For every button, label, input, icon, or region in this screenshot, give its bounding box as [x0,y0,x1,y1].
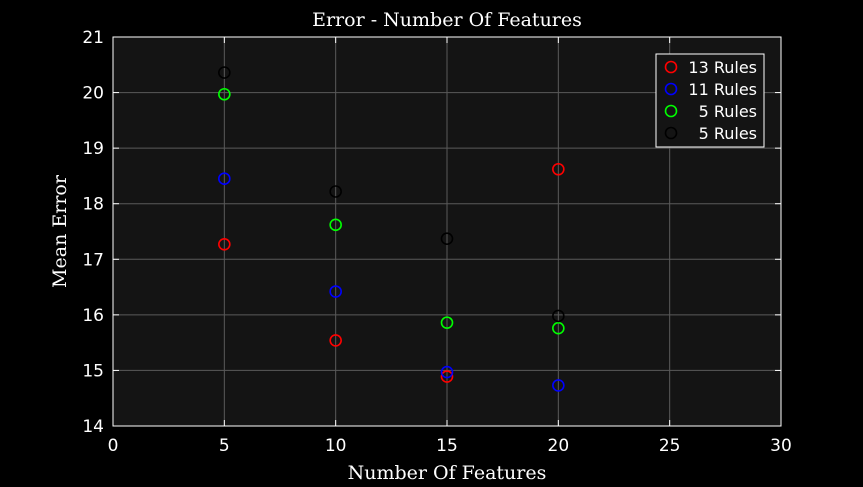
y-tick-label: 18 [82,195,104,215]
data-point-series-3 [440,232,454,246]
y-tick-label: 17 [82,250,104,270]
legend-marker [664,126,678,140]
legend-marker [664,104,678,118]
x-tick-label: 30 [770,436,792,456]
data-point-series-1 [329,285,342,298]
data-point-series-0 [329,334,342,347]
legend-box [655,53,765,148]
legend: 13 Rules 11 Rules 5 Rules 5 Rules [655,53,765,148]
y-axis: 14 15 16 17 18 19 20 21 [82,28,781,437]
legend-marker [664,60,678,74]
legend-label: 5 Rules [699,124,757,143]
data-points [218,66,565,392]
data-point-series-2 [218,87,231,101]
y-tick-label: 14 [82,417,104,437]
data-point-series-1 [218,172,231,186]
legend-marker [664,82,678,96]
x-tick-label: 0 [108,436,119,456]
x-tick-label: 25 [659,436,681,456]
x-axis: 0 5 10 15 20 25 30 [108,37,792,456]
x-tick-label: 15 [436,436,458,456]
y-tick-label: 20 [82,84,104,104]
data-point-series-2 [552,321,565,335]
y-tick-label: 16 [82,306,104,326]
data-point-series-3 [329,185,342,198]
data-point-series-0 [440,370,454,383]
y-tick-label: 19 [82,139,104,159]
x-tick-label: 10 [325,436,347,456]
data-point-series-0 [218,237,231,251]
data-point-series-1 [440,365,454,379]
x-tick-label: 5 [219,436,230,456]
chart-title: Error - Number Of Features [312,9,582,31]
data-point-series-1 [552,379,565,392]
data-point-series-3 [552,309,565,323]
data-point-series-2 [440,316,454,329]
y-tick-label: 15 [82,361,104,381]
legend-label: 11 Rules [688,80,757,99]
y-tick-label: 21 [82,28,104,48]
x-axis-label: Number Of Features [348,462,547,484]
data-point-series-0 [552,162,565,176]
legend-label: 5 Rules [699,102,757,121]
y-axis-label: Mean Error [49,174,71,288]
data-point-series-3 [218,66,231,79]
x-tick-label: 20 [548,436,570,456]
data-point-series-2 [329,218,342,232]
legend-label: 13 Rules [688,58,757,77]
